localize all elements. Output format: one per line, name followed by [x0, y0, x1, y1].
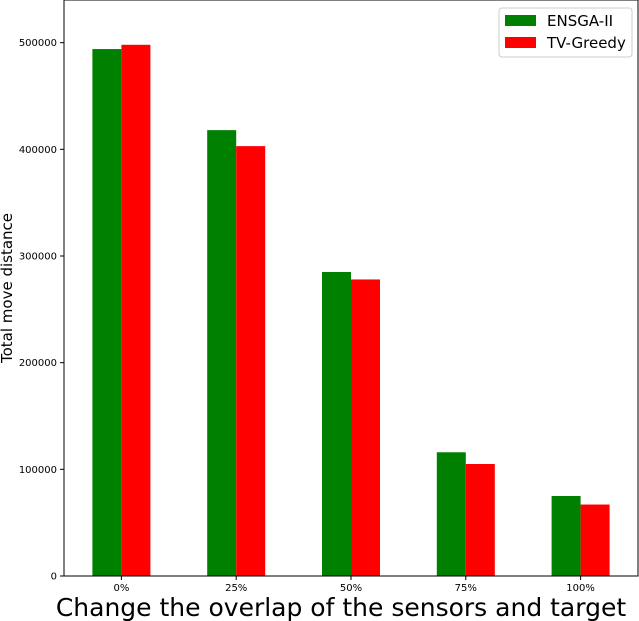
- y-tick-label: 0: [51, 572, 57, 583]
- bar-ensga-ii-0: [92, 49, 122, 577]
- x-tick-label: 50%: [340, 583, 362, 594]
- bar-ensga-ii-1: [207, 130, 237, 576]
- x-tick-label: 0%: [113, 583, 129, 594]
- legend: ENSGA-II TV-Greedy: [498, 7, 633, 58]
- y-tick-label: 200000: [19, 358, 57, 369]
- y-axis-label: Total move distance: [0, 213, 16, 364]
- y-tick-label: 500000: [19, 38, 57, 49]
- legend-label: ENSGA-II: [547, 12, 613, 30]
- bars-layer: [92, 44, 610, 577]
- bar-tv-greedy-4: [580, 504, 610, 576]
- legend-label: TV-Greedy: [546, 34, 626, 52]
- bar-ensga-ii-4: [551, 496, 581, 576]
- x-axis-ticks: 0% 25% 50% 75% 100%: [113, 576, 595, 594]
- bar-tv-greedy-2: [351, 279, 380, 576]
- y-axis-ticks: 0 100000 200000 300000 400000 500000: [19, 38, 64, 583]
- legend-swatch: [505, 37, 536, 48]
- legend-swatch: [505, 15, 536, 26]
- x-axis-label: Change the overlap of the sensors and ta…: [56, 593, 626, 621]
- x-tick-label: 75%: [455, 583, 477, 594]
- y-tick-label: 400000: [19, 145, 57, 156]
- x-tick-label: 25%: [225, 583, 247, 594]
- x-tick-label: 100%: [566, 583, 595, 594]
- bar-tv-greedy-3: [465, 464, 495, 576]
- bar-tv-greedy-0: [121, 44, 151, 577]
- bar-tv-greedy-1: [236, 146, 266, 576]
- plot-frame: [63, 0, 639, 577]
- bar-ensga-ii-3: [436, 452, 466, 576]
- y-tick-label: 100000: [19, 465, 57, 476]
- y-tick-label: 300000: [19, 252, 57, 263]
- bar-ensga-ii-2: [322, 272, 351, 576]
